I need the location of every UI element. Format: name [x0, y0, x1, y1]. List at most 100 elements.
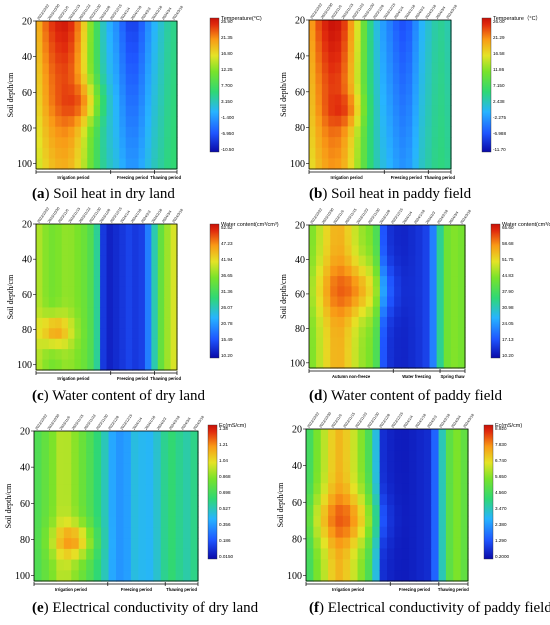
heatmap-cell [416, 548, 425, 560]
heatmap-cell [132, 31, 140, 43]
heatmap-cell [100, 137, 108, 149]
heatmap-cell [125, 317, 133, 329]
heatmap-cell [357, 559, 366, 571]
heatmap-cell [367, 158, 375, 170]
heatmap-cell [93, 42, 101, 54]
heatmap-cell [401, 316, 409, 328]
heatmap-cell [425, 30, 433, 42]
heatmap-cell [160, 548, 169, 561]
heatmap-cell [138, 158, 146, 170]
heatmap-cell [144, 338, 152, 350]
colorbar [207, 424, 218, 560]
heatmap-cell [436, 306, 445, 318]
period-label: Irrigation period [332, 587, 365, 592]
heatmap-cell [48, 527, 57, 539]
heatmap-cell [365, 296, 374, 308]
heatmap-cell [106, 31, 114, 43]
heatmap-cell [116, 527, 125, 539]
heatmap-cell [350, 483, 359, 495]
colorbar-tick-label: 7.700 [221, 83, 233, 88]
period-label: Thawing period [424, 175, 455, 180]
heatmap-cell [321, 147, 329, 159]
heatmap-cell [364, 461, 373, 474]
heatmap-cell [138, 431, 147, 443]
heatmap-cell [347, 41, 355, 53]
heatmap-cell [386, 51, 394, 64]
heatmap-cell [320, 483, 329, 495]
heatmap-cell [350, 548, 359, 560]
heatmap-cell [112, 328, 120, 340]
heatmap-cell [125, 286, 133, 298]
heatmap-cell [138, 84, 146, 96]
heatmap-cell [342, 461, 351, 474]
colorbar-tick-label: 4.560 [495, 490, 507, 495]
heatmap-cell [125, 95, 133, 107]
heatmap-cell [130, 431, 139, 443]
heatmap-cell [429, 276, 438, 287]
heatmap-cell [350, 472, 359, 484]
heatmap-cell [392, 83, 400, 96]
heatmap-cell [119, 42, 127, 54]
heatmap-cells [34, 431, 199, 582]
heatmap-cell [347, 126, 355, 138]
heatmap-cell [130, 570, 139, 582]
heatmap-cell [138, 105, 146, 117]
heatmap-cell [48, 307, 56, 319]
heatmap-cell [450, 316, 459, 328]
heatmap-cell [125, 244, 133, 256]
heatmap-cell [415, 255, 424, 267]
heatmap-cell [313, 570, 322, 582]
heatmap-cell [175, 463, 184, 475]
heatmap-cell [80, 147, 88, 160]
heatmap-cell [87, 42, 95, 54]
heatmap-cell [41, 473, 50, 486]
heatmap-cell [450, 245, 459, 257]
heatmap-cell [74, 286, 82, 298]
heatmap-cell [351, 296, 360, 308]
heatmap-cell [386, 41, 394, 53]
colorbar-tick-label: -2.275 [493, 115, 506, 120]
heatmap-cell [61, 105, 69, 117]
heatmap-cell [394, 255, 402, 267]
heatmap-cell [351, 327, 360, 338]
heatmap-cell [36, 105, 44, 117]
heatmap-cell [337, 286, 346, 298]
heatmap-cell [112, 234, 120, 246]
heatmap-cell [445, 439, 454, 452]
heatmap-cell [36, 158, 44, 170]
heatmap-cell [306, 559, 314, 571]
heatmap-cell [108, 452, 117, 464]
heatmap-cell [412, 73, 420, 85]
heatmap-cell [344, 225, 353, 236]
plot-frame [33, 430, 199, 582]
heatmap-cell [379, 450, 388, 463]
heatmap-cell [423, 526, 432, 539]
date-label: 2023/11/6 [59, 415, 71, 430]
heatmap-cell [151, 234, 159, 246]
heatmap-cell [330, 327, 338, 338]
heatmap-cell [56, 506, 65, 518]
heatmap-cell [379, 357, 388, 369]
heatmap-cell [93, 255, 101, 267]
heatmap-cell [42, 307, 50, 319]
heatmap-cell [429, 245, 438, 257]
heatmap-cell [365, 316, 374, 328]
caption-tag-letter: a [37, 186, 45, 202]
heatmap-cell [386, 83, 394, 96]
heatmap-cell [425, 62, 433, 74]
heatmap-cell [183, 559, 192, 571]
heatmap-cell [168, 548, 177, 561]
heatmap-cell [399, 147, 407, 159]
heatmap-cell [453, 570, 462, 582]
heatmap-cell [316, 235, 324, 247]
date-label: 2024/3/18 [172, 5, 184, 20]
heatmap-cell [364, 548, 373, 560]
heatmap-cell [342, 559, 351, 571]
heatmap-cell [438, 461, 447, 474]
heatmap-cell [387, 526, 395, 539]
heatmap-cell [112, 286, 120, 298]
heatmap-cell [372, 276, 381, 287]
caption-text: Electrical conductivity of paddy field [324, 600, 550, 616]
colorbar-tick-label: 24.05 [502, 321, 514, 326]
